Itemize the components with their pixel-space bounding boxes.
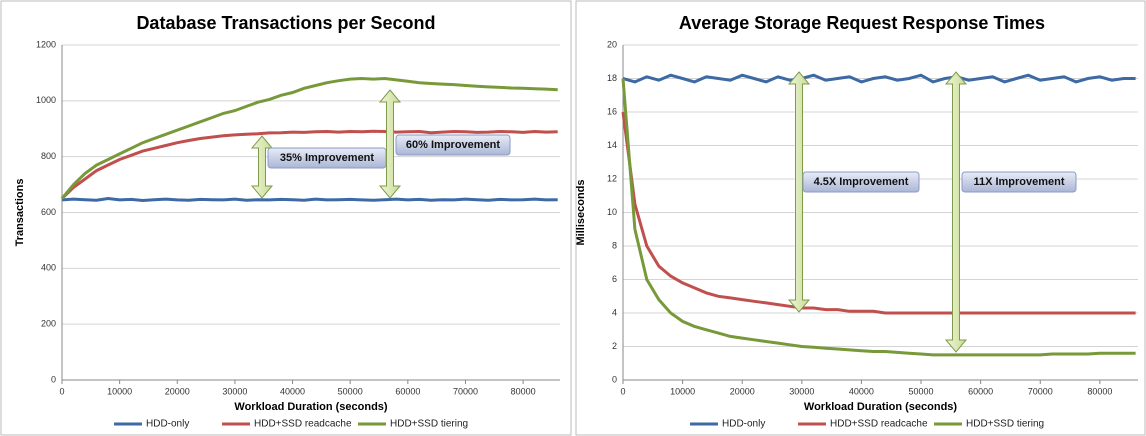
x-tick-label: 30000 (222, 386, 247, 396)
series-line (622, 73, 1136, 84)
y-tick-label: 2 (612, 341, 617, 351)
annotation: 11X Improvement (944, 71, 1077, 353)
x-tick-label: 20000 (730, 386, 755, 396)
series-line (60, 129, 558, 200)
x-tick-label: 40000 (280, 386, 305, 396)
y-tick-label: 14 (607, 140, 617, 150)
x-tick-label: 70000 (453, 386, 478, 396)
legend-label: HDD+SSD tiering (390, 419, 468, 430)
y-tick-label: 800 (41, 151, 56, 161)
legend-label: HDD-only (722, 419, 765, 430)
series-line (621, 78, 1136, 357)
series-line (621, 111, 1136, 315)
annotation-arrow (787, 71, 811, 313)
x-tick-label: 0 (620, 386, 625, 396)
x-tick-label: 50000 (909, 386, 934, 396)
x-tick-label: 60000 (968, 386, 993, 396)
chart-title: Average Storage Request Response Times (679, 13, 1045, 33)
y-tick-label: 1200 (36, 39, 56, 49)
x-tick-label: 60000 (395, 386, 420, 396)
annotation-text: 11X Improvement (973, 176, 1064, 188)
y-tick-label: 10 (607, 207, 617, 217)
y-tick-label: 400 (41, 263, 56, 273)
y-tick-label: 18 (607, 73, 617, 83)
y-tick-label: 8 (612, 240, 617, 250)
x-axis-label: Workload Duration (seconds) (804, 401, 958, 413)
y-tick-label: 0 (612, 374, 617, 384)
annotation: 4.5X Improvement (787, 71, 920, 313)
y-tick-label: 600 (41, 207, 56, 217)
y-tick-label: 6 (612, 274, 617, 284)
legend-label: HDD+SSD tiering (966, 419, 1044, 430)
x-tick-label: 40000 (849, 386, 874, 396)
x-axis-label: Workload Duration (seconds) (234, 401, 388, 413)
x-tick-label: 10000 (670, 386, 695, 396)
annotation-box (961, 171, 1077, 193)
x-tick-label: 50000 (338, 386, 363, 396)
x-tick-label: 10000 (107, 386, 132, 396)
y-tick-label: 1000 (36, 95, 56, 105)
y-axis-label: Transactions (14, 179, 26, 247)
annotation-text: 4.5X Improvement (814, 176, 909, 188)
annotation: 35% Improvement (250, 135, 387, 199)
annotation: 60% Improvement (378, 89, 511, 199)
annotation-arrow (378, 89, 402, 199)
y-axis-label: Milliseconds (575, 179, 587, 245)
y-tick-label: 4 (612, 307, 617, 317)
x-tick-label: 20000 (165, 386, 190, 396)
chart-title: Database Transactions per Second (136, 13, 435, 33)
x-tick-label: 80000 (1087, 386, 1112, 396)
x-tick-label: 0 (59, 386, 64, 396)
legend-label: HDD-only (146, 419, 189, 430)
series-line (61, 196, 558, 203)
y-tick-label: 200 (41, 319, 56, 329)
y-tick-label: 16 (607, 106, 617, 116)
legend-label: HDD+SSD readcache (830, 419, 928, 430)
series-line (60, 76, 558, 200)
y-tick-label: 0 (51, 374, 56, 384)
x-tick-label: 30000 (789, 386, 814, 396)
annotation-text: 35% Improvement (280, 152, 374, 164)
annotation-arrow (944, 71, 968, 353)
y-tick-label: 12 (607, 173, 617, 183)
legend-label: HDD+SSD readcache (254, 419, 352, 430)
annotation-box (802, 171, 920, 193)
annotation-text: 60% Improvement (406, 139, 500, 151)
y-tick-label: 20 (607, 39, 617, 49)
annotation-arrow (250, 135, 274, 199)
x-tick-label: 80000 (511, 386, 536, 396)
annotation-box (395, 134, 511, 156)
x-tick-label: 70000 (1028, 386, 1053, 396)
